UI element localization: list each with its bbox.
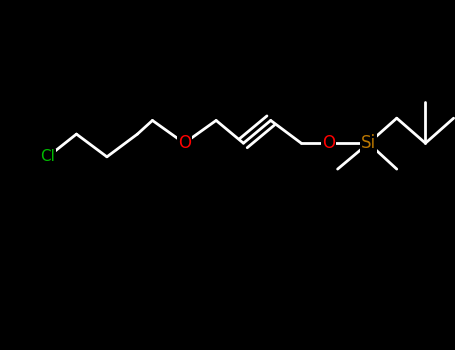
Text: Cl: Cl [40,149,55,164]
Text: O: O [322,134,335,152]
Text: Si: Si [361,134,376,152]
Text: O: O [178,134,191,152]
